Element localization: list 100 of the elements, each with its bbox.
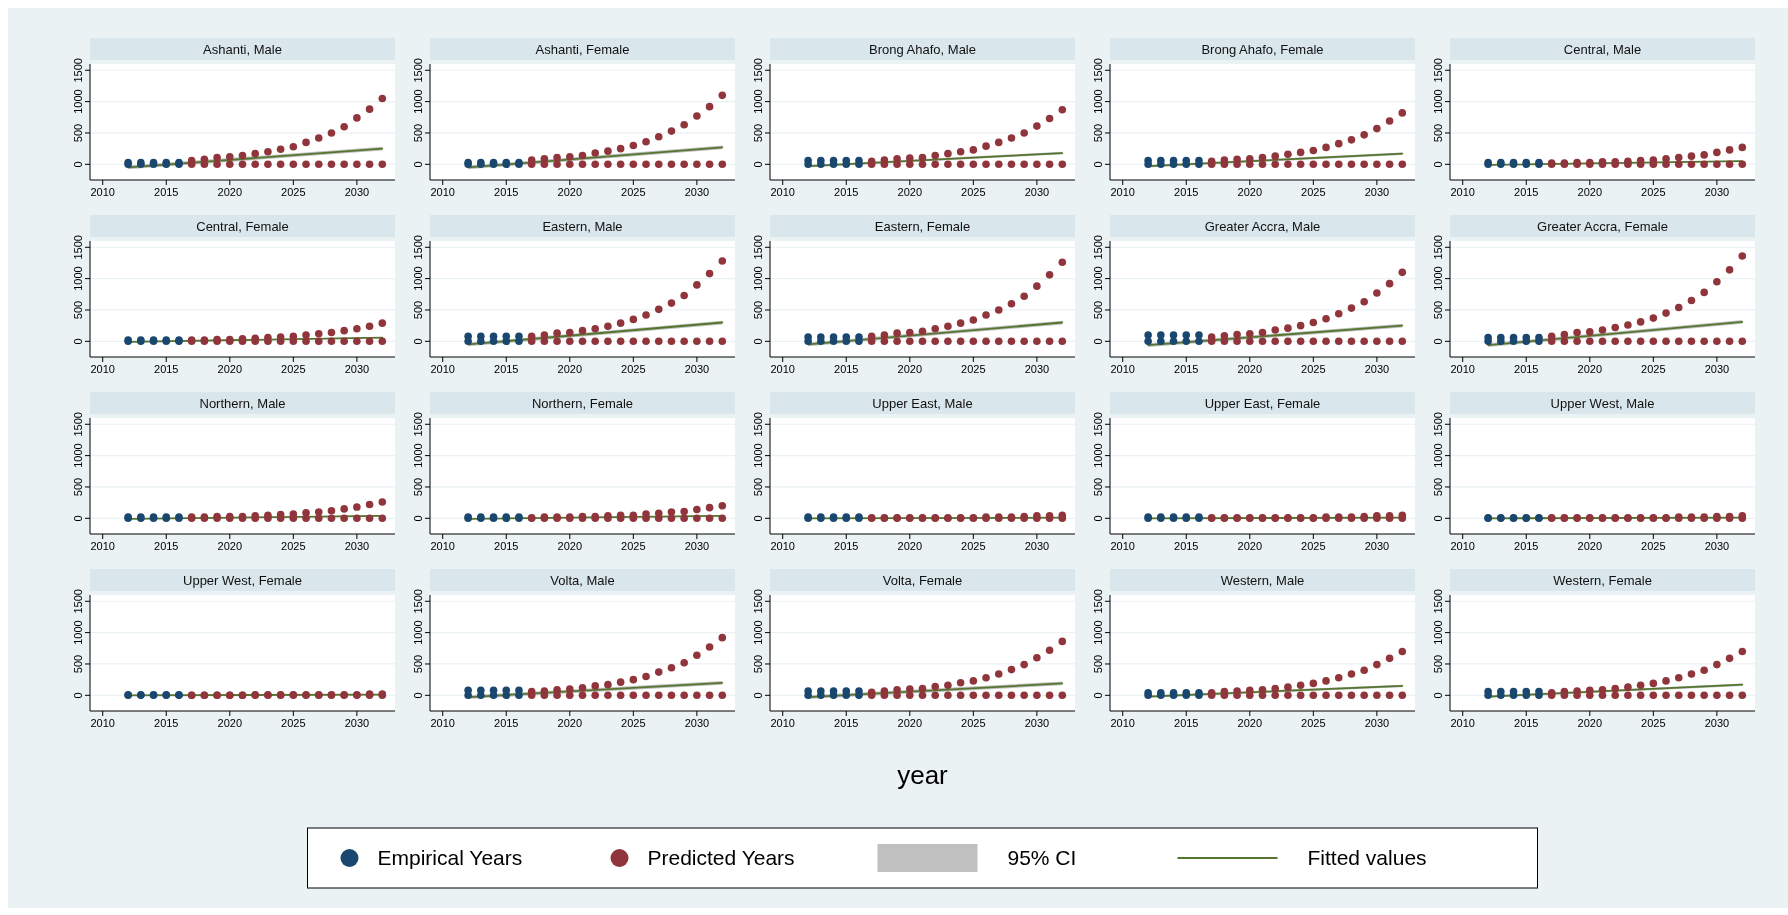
y-tick-label: 1500 [1432,235,1444,260]
y-tick-label: 1500 [412,589,424,614]
x-tick-label: 2025 [281,186,306,198]
x-tick-label: 2030 [1024,186,1050,198]
x-tick-label: 2025 [1301,540,1326,552]
chart-title: Central, Male [1563,41,1642,57]
legend-label: Predicted Years [647,846,795,870]
chart-title: Northern, Female [531,395,634,411]
y-tick-label: 500 [752,477,764,497]
x-tick-label: 2020 [1577,186,1603,198]
x-tick-label: 2025 [1641,717,1666,729]
y-tick-label: 1500 [72,589,84,614]
x-tick-label: 2025 [961,717,986,729]
y-tick-label: 1000 [1092,443,1104,468]
x-tick-label: 2030 [684,717,710,729]
x-tick-label: 2020 [557,540,583,552]
y-tick-label: 1500 [72,235,84,260]
y-tick-label: 500 [72,300,84,320]
x-tick-label: 2030 [1364,540,1390,552]
x-tick-label: 2020 [217,717,243,729]
x-tick-label: 2020 [1577,363,1603,375]
x-tick-label: 2025 [621,540,646,552]
x-tick-label: 2030 [1704,186,1730,198]
x-tick-label: 2030 [684,186,710,198]
x-tick-label: 2030 [684,540,710,552]
x-tick-label: 2010 [90,363,115,375]
y-tick-label: 0 [72,161,84,168]
y-tick-label: 1000 [1432,89,1444,114]
y-tick-label: 0 [412,161,424,168]
y-tick-label: 1000 [1092,89,1104,114]
x-tick-label: 2030 [1364,363,1390,375]
y-tick-label: 0 [412,515,424,522]
chart-title: Ashanti, Male [203,41,282,57]
y-tick-label: 0 [72,338,84,345]
x-tick-label: 2025 [1641,363,1666,375]
y-tick-label: 1000 [1092,266,1104,291]
chart-title: Western, Male [1220,572,1305,588]
x-tick-label: 2025 [1641,186,1666,198]
x-tick-label: 2010 [770,363,795,375]
legend-label: Empirical Years [377,846,523,870]
x-tick-label: 2025 [1301,363,1326,375]
y-tick-label: 1000 [1432,620,1444,645]
x-tick-label: 2010 [90,186,115,198]
y-tick-label: 1000 [72,620,84,645]
x-tick-label: 2030 [1704,717,1730,729]
y-tick-label: 1500 [1432,58,1444,83]
x-tick-label: 2020 [897,717,923,729]
y-tick-label: 1500 [752,58,764,83]
y-tick-label: 1500 [1092,589,1104,614]
chart-title: Northern, Male [199,395,286,411]
x-tick-label: 2015 [1174,363,1199,375]
x-tick-label: 2010 [430,363,455,375]
x-tick-label: 2015 [494,186,519,198]
y-tick-label: 1000 [72,266,84,291]
x-tick-label: 2010 [1110,540,1135,552]
y-tick-label: 0 [1092,161,1104,168]
text: 95% CI [1007,846,1077,870]
y-tick-label: 1500 [72,412,84,437]
y-tick-label: 0 [752,515,764,522]
x-tick-label: 2025 [621,717,646,729]
chart-title: Ashanti, Female [535,41,630,57]
y-tick-label: 1500 [1092,412,1104,437]
x-tick-label: 2010 [1450,363,1475,375]
y-tick-label: 0 [1432,338,1444,345]
x-tick-label: 2020 [1237,363,1263,375]
x-tick-label: 2020 [897,363,923,375]
x-tick-label: 2015 [834,363,859,375]
x-tick-label: 2020 [1237,540,1263,552]
y-tick-label: 0 [1432,515,1444,522]
chart-title: Brong Ahafo, Male [869,41,976,57]
x-tick-label: 2030 [344,717,370,729]
x-tick-label: 2010 [1110,363,1135,375]
x-tick-label: 2025 [961,363,986,375]
x-tick-label: 2015 [154,363,179,375]
x-tick-label: 2020 [1237,717,1263,729]
y-tick-label: 0 [72,692,84,699]
chart-title: Upper East, Female [1204,395,1321,411]
x-tick-label: 2015 [1174,186,1199,198]
y-tick-label: 500 [1092,477,1104,497]
y-tick-label: 500 [752,654,764,674]
x-tick-label: 2015 [154,540,179,552]
x-tick-label: 2015 [154,186,179,198]
y-tick-label: 500 [412,654,424,674]
chart-title: Upper West, Male [1550,395,1655,411]
x-tick-label: 2025 [621,186,646,198]
x-tick-label: 2010 [430,717,455,729]
x-tick-label: 2010 [430,540,455,552]
x-tick-label: 2025 [1641,540,1666,552]
y-tick-label: 500 [752,300,764,320]
legend-label: Fitted values [1307,846,1427,870]
y-tick-label: 1000 [752,620,764,645]
x-tick-label: 2025 [1301,186,1326,198]
y-tick-label: 1000 [412,89,424,114]
x-tick-label: 2020 [1237,186,1263,198]
y-tick-label: 1500 [1432,412,1444,437]
y-tick-label: 500 [1092,654,1104,674]
x-tick-label: 2025 [961,186,986,198]
y-tick-label: 1500 [752,235,764,260]
y-tick-label: 500 [1432,654,1444,674]
x-tick-label: 2015 [1514,186,1539,198]
